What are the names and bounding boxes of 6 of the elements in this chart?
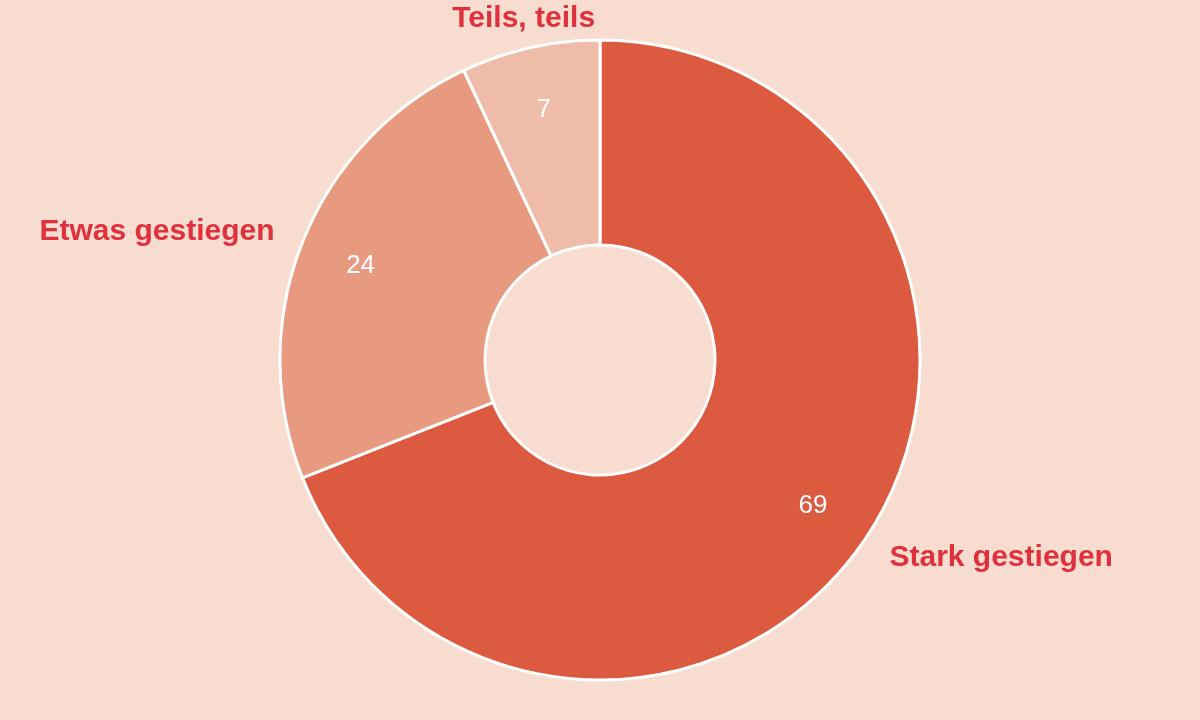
data-label: 24 [346,249,376,280]
slice-label: Stark gestiegen [889,538,1113,572]
slice-label: Etwas gestiegen [39,213,275,247]
slice-label: Teils, teils [452,0,596,34]
data-label: 69 [798,488,828,519]
data-label: 7 [536,92,552,123]
